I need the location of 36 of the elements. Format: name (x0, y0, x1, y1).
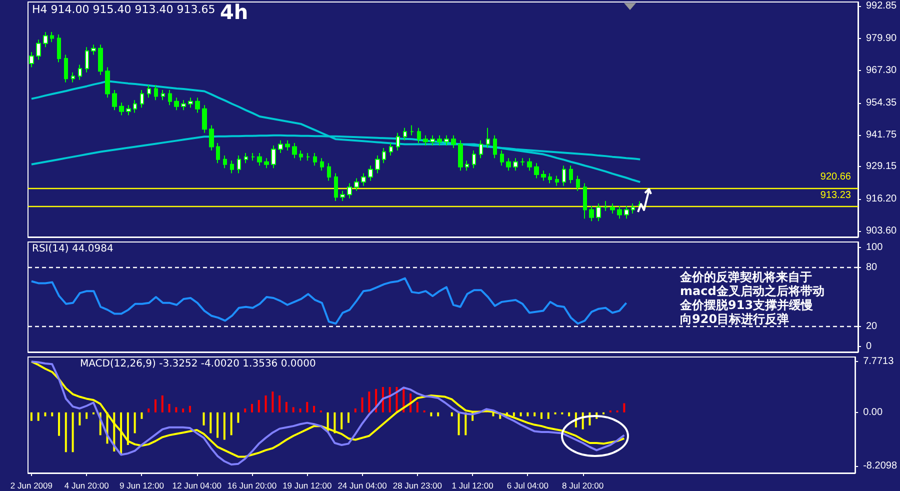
x-tick-label: 6 Jul 04:00 (506, 480, 549, 490)
annotation: 金价的反弹契机将来自于 (679, 270, 812, 284)
chart-title: MACD(12,26,9) -3.3252 -4.0020 1.3536 0.0000 (80, 358, 316, 370)
y-tick-label: 903.60 (866, 225, 898, 236)
y-tick-label: 7.7713 (863, 356, 894, 368)
chart-title: 4h (220, 0, 248, 24)
x-tick-label: 1 Jul 12:00 (452, 480, 494, 490)
x-tick-label: 19 Jun 12:00 (282, 480, 332, 490)
y-tick-label: -8.2098 (863, 460, 898, 472)
ref-line-label: 920.66 (820, 171, 852, 182)
y-tick-label: 0 (866, 340, 872, 352)
y-tick-label: 100 (866, 242, 884, 254)
annotation: 向920目标进行反弹 (680, 312, 790, 326)
y-tick-label: 929.15 (866, 161, 898, 172)
ref-line-label: 913.23 (820, 190, 852, 202)
y-tick-label: 979.90 (866, 33, 898, 44)
x-tick-label: 9 Jun 12:00 (120, 480, 164, 490)
y-tick-label: 941.75 (866, 129, 898, 140)
y-tick-label: 20 (866, 321, 878, 332)
x-tick-label: 2 Jun 2009 (10, 480, 53, 490)
y-tick-label: 916.20 (866, 194, 898, 205)
x-tick-label: 8 Jul 20:00 (562, 480, 604, 490)
annotation: 金价摆脱913支撑并缓慢 (679, 298, 814, 312)
chart-subtitle: H4 914.00 915.40 913.40 913.65 (32, 3, 216, 16)
x-tick-label: 4 Jun 20:00 (64, 480, 110, 490)
x-tick-label: 28 Jun 23:00 (392, 480, 442, 490)
x-tick-label: 12 Jun 04:00 (172, 480, 222, 490)
y-tick-label: 0.00 (863, 406, 883, 418)
y-tick-label: 992.85 (866, 0, 898, 12)
y-tick-label: 80 (866, 262, 878, 273)
y-tick-label: 954.35 (866, 97, 898, 108)
y-tick-label: 967.30 (866, 64, 898, 76)
x-tick-label: 24 Jun 04:00 (338, 480, 388, 490)
annotation: macd金叉启动之后将带动 (680, 284, 824, 298)
chart-title: RSI(14) 44.0984 (32, 244, 114, 254)
x-tick-label: 16 Jun 20:00 (227, 480, 277, 490)
